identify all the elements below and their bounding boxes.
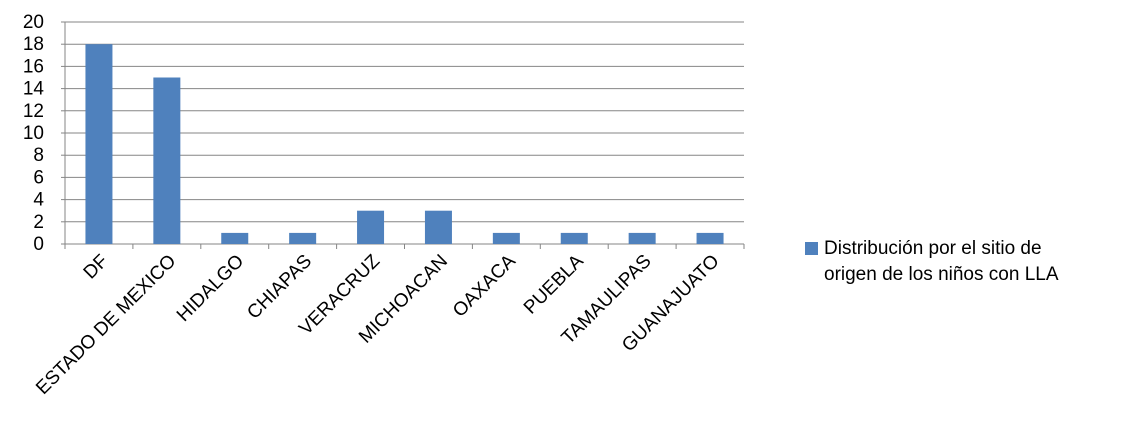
y-tick-label: 16: [23, 56, 44, 77]
y-tick-label: 0: [33, 234, 44, 255]
y-tick-label: 4: [33, 190, 44, 211]
y-tick-label: 12: [23, 101, 44, 122]
bar: [560, 232, 588, 244]
bar: [85, 44, 113, 245]
legend-label-line-2: origen de los niños con LLA: [824, 264, 1059, 285]
bar: [221, 232, 249, 244]
x-tick-label: OAXACA: [449, 250, 520, 321]
y-tick-label: 20: [23, 12, 44, 33]
x-tick-label: PUEBLA: [520, 250, 588, 318]
x-tick-label: CHIAPAS: [243, 251, 316, 324]
y-tick-label: 2: [33, 212, 44, 233]
bars: [85, 44, 724, 245]
y-tick-label: 14: [23, 79, 45, 100]
bar: [289, 232, 317, 244]
x-tick-label: HIDALGO: [173, 251, 248, 326]
bar: [696, 232, 724, 244]
bar: [153, 77, 181, 244]
y-tick-label: 6: [33, 167, 44, 188]
bar: [424, 210, 452, 244]
x-tick-label: ESTADO DE MEXICO: [32, 251, 180, 399]
legend: Distribución por el sitio de origen de l…: [805, 236, 1124, 288]
bar: [357, 210, 385, 244]
y-tick-label: 10: [23, 123, 44, 144]
legend-label-line-1: Distribución por el sitio de: [824, 238, 1042, 259]
bar: [492, 232, 520, 244]
y-tick-label: 18: [23, 34, 44, 55]
legend-label: Distribución por el sitio de origen de l…: [824, 236, 1124, 288]
bar: [628, 232, 656, 244]
legend-swatch: [805, 242, 818, 255]
x-tick-label: DF: [80, 251, 113, 284]
y-tick-label: 8: [33, 145, 44, 166]
